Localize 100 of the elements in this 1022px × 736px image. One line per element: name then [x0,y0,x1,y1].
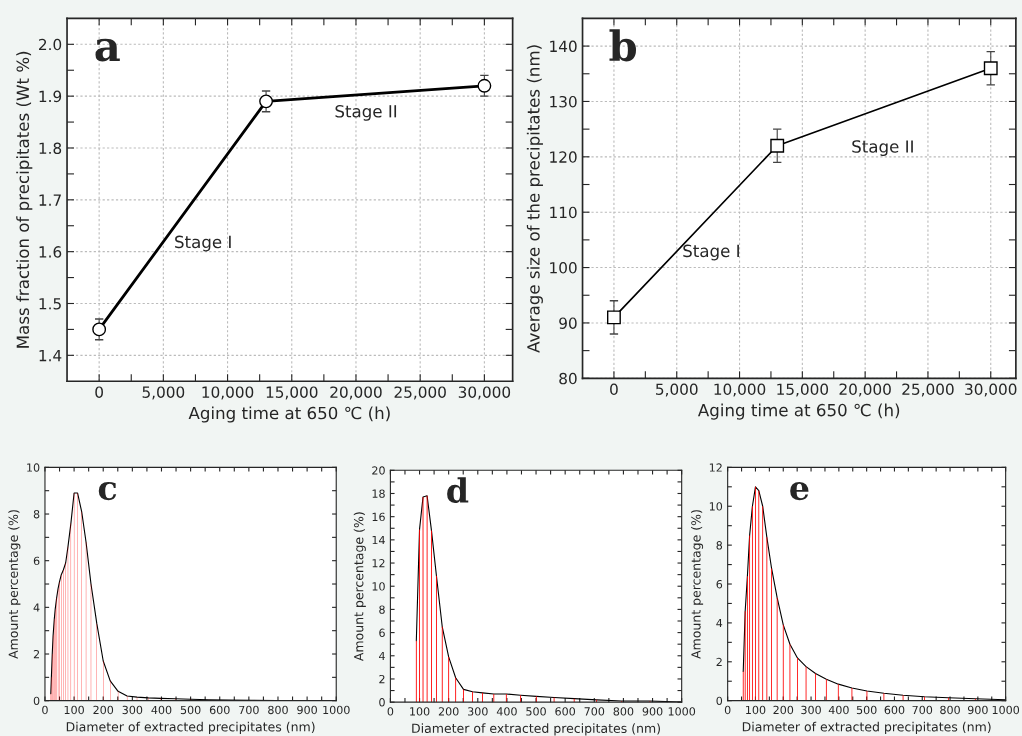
x-tick-label: 0 [610,383,618,395]
x-tick-label: 200 [773,705,794,715]
x-tick-label: 5,000 [142,386,185,400]
x-tick-label: 15,000 [266,386,318,400]
x-tick-label: 400 [828,705,849,715]
x-tick-label: 1000 [323,705,350,715]
x-tick-label: 100 [64,705,84,715]
x-tick-label: 25,000 [394,386,446,400]
x-tick-label: 30,000 [458,386,511,400]
y-tick-label: 14 [372,535,385,545]
y-tick-label: 20 [372,466,385,475]
x-tick-label: 600 [555,707,576,716]
x-tick-label: 600 [209,705,230,715]
chart-title: a [95,38,120,62]
y-axis-title: Amount percentage (%) [8,510,21,659]
x-tick-label: 700 [239,705,259,715]
x-tick-label: 700 [912,705,933,715]
chart-title: c [98,481,117,501]
y-tick-label: 130 [550,95,577,108]
y-tick-label: 6 [716,579,723,589]
y-tick-label: 4 [379,651,385,660]
y-tick-label: 2 [33,649,39,659]
y-tick-label: 1.5 [39,298,61,310]
y-tick-label: 10 [372,582,385,591]
x-tick-label: 900 [297,705,317,715]
x-tick-label: 500 [526,707,546,716]
y-tick-label: 2.0 [39,38,62,51]
y-tick-label: 8 [33,510,40,519]
x-tick-label: 400 [496,707,517,716]
x-tick-label: 10,000 [714,383,766,397]
y-axis-title: Amount percentage (%) [353,512,366,662]
x-tick-label: 300 [801,705,821,715]
y-tick-label: 0 [716,696,723,706]
y-tick-label: 12 [372,559,385,568]
y-tick-label: 10 [709,502,723,511]
chart-title: d [447,477,469,504]
annotation: Stage II [335,104,397,121]
y-tick-label: 1.6 [39,246,62,258]
x-tick-label: 100 [410,707,430,716]
y-tick-label: 4 [33,603,40,612]
x-axis-title: Diameter of extracted precipitates (nm) [412,723,660,736]
x-tick-label: 900 [967,705,988,715]
y-tick-label: 2 [379,674,385,684]
x-tick-label: 700 [584,707,605,716]
y-tick-label: 8 [379,605,385,614]
x-tick-label: 800 [268,705,288,715]
x-tick-label: 800 [940,705,960,715]
x-tick-label: 10,000 [202,386,254,400]
y-tick-label: 90 [559,317,577,329]
y-tick-label: 1.4 [39,350,62,362]
y-tick-label: 110 [550,206,577,219]
x-axis-title: Diameter of extracted precipitates (nm) [742,721,991,734]
x-axis-title: Diameter of extracted precipitates (nm) [66,721,315,734]
x-tick-label: 0 [387,707,394,716]
annotation: Stage I [175,235,231,252]
y-tick-label: 18 [372,489,385,498]
chart-title: b [609,29,637,62]
y-tick-label: 2 [716,657,722,667]
y-tick-label: 8 [716,541,723,550]
x-tick-label: 20,000 [330,386,382,400]
x-tick-label: 200 [438,707,459,716]
y-tick-label: 10 [27,463,40,472]
x-tick-label: 0 [95,386,103,398]
x-axis-title: Aging time at 650 ℃ (h) [188,406,390,423]
y-tick-label: 80 [559,372,577,385]
x-tick-label: 1000 [668,707,696,716]
y-axis-title: Average size of the precipitates (nm) [526,45,543,353]
y-tick-label: 1.7 [39,194,61,206]
x-tick-label: 900 [642,707,663,716]
x-tick-label: 300 [122,705,143,715]
x-axis-title: Aging time at 650 ℃ (h) [697,403,900,420]
x-tick-label: 100 [746,705,766,715]
x-tick-label: 200 [93,705,114,715]
x-tick-label: 0 [724,705,731,715]
x-tick-label: 500 [180,705,201,715]
x-tick-label: 30,000 [965,383,1017,397]
y-tick-label: 120 [550,151,577,163]
annotation: Stage I [683,244,739,261]
x-tick-label: 5,000 [656,383,698,397]
x-tick-label: 25,000 [902,383,954,397]
y-tick-label: 0 [379,698,385,707]
y-tick-label: 6 [379,628,385,637]
y-tick-label: 100 [550,262,577,274]
x-tick-label: 800 [613,707,634,716]
y-tick-label: 16 [372,512,385,522]
y-tick-label: 140 [550,40,577,53]
x-tick-label: 1000 [992,705,1020,715]
x-tick-label: 500 [856,705,877,715]
x-tick-label: 15,000 [777,383,829,397]
y-axis-title: Mass fraction of precipitates (Wt %) [16,51,33,348]
y-tick-label: 1.9 [39,90,62,103]
y-axis-title: Amount percentage (%) [691,510,704,659]
x-tick-label: 300 [468,707,488,716]
y-tick-label: 1.8 [39,142,62,155]
y-tick-label: 4 [716,619,723,628]
x-tick-label: 600 [884,705,905,715]
y-tick-label: 0 [33,696,40,706]
y-tick-label: 12 [709,463,722,472]
annotation: Stage II [852,140,913,157]
chart-title: e [790,481,809,501]
